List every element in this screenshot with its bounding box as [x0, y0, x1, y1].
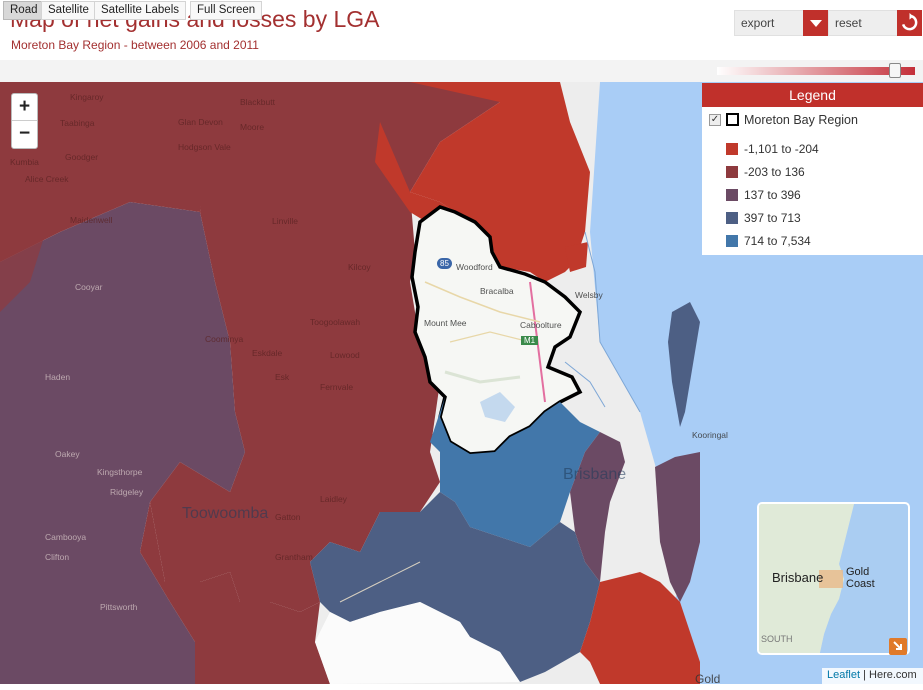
map-label: Ridgeley [110, 487, 144, 497]
map-label: Mount Mee [424, 318, 467, 328]
reset-label: reset [835, 16, 862, 30]
export-label: export [741, 16, 775, 30]
legend-swatch [726, 166, 738, 178]
minimap-coast-label: Gold Coast [846, 566, 875, 590]
map-label: Hodgson Vale [178, 142, 231, 152]
map-label: Kilcoy [348, 262, 371, 272]
legend-swatch [726, 235, 738, 247]
map-label: Eskdale [252, 348, 283, 358]
legend-title: Legend [702, 83, 923, 107]
provider-label: Here.com [869, 669, 917, 681]
zoom-out-button[interactable]: − [18, 123, 31, 144]
map-label: Glan Devon [178, 117, 223, 127]
legend-swatch [726, 143, 738, 155]
legend-swatch [726, 189, 738, 201]
region-checkbox[interactable]: ✓ [709, 114, 721, 126]
reset-button[interactable] [897, 10, 922, 36]
map-label: Esk [275, 372, 290, 382]
zoom-control: + − [11, 93, 38, 149]
chevron-down-icon [810, 20, 822, 27]
opacity-slider-handle[interactable] [889, 63, 901, 78]
map-label: Clifton [45, 552, 70, 562]
map-label: Laidley [320, 494, 347, 504]
attribution-separator: | [860, 669, 870, 681]
map-city-label: Brisbane [563, 466, 627, 483]
map-label: Linville [272, 216, 298, 226]
map-label: Taabinga [60, 118, 95, 128]
region-outline-swatch [726, 113, 739, 126]
map-label: Cambooya [45, 532, 87, 542]
map-city-label: Toowoomba [182, 505, 269, 522]
map-label: Kingaroy [70, 92, 104, 102]
overview-minimap[interactable]: Brisbane Gold Coast SOUTH [757, 502, 910, 655]
map-label: Lowood [330, 350, 360, 360]
minimap-land [759, 504, 854, 653]
legend-item-label: -1,101 to -204 [744, 142, 819, 156]
arrow-down-right-icon [893, 641, 902, 650]
map-label: Bracalba [480, 286, 514, 296]
minimap-toggle-button[interactable] [889, 638, 907, 655]
map-label: Toogoolawah [310, 317, 361, 327]
reset-select[interactable]: reset [828, 10, 898, 36]
page-subtitle: Moreton Bay Region - between 2006 and 20… [11, 38, 259, 52]
map-label: Grantham [275, 552, 313, 562]
legend-panel: Legend ✓ Moreton Bay Region -1,101 to -2… [702, 83, 923, 255]
map-view[interactable]: Kingaroy Taabinga Kumbia Goodger Alice C… [0, 82, 923, 684]
map-label: Fernvale [320, 382, 354, 392]
map-label: Gold [695, 672, 721, 684]
map-label: Moore [240, 122, 265, 132]
map-label: Pittsworth [100, 602, 138, 612]
export-dropdown-button[interactable] [803, 10, 828, 36]
map-toolbar [0, 60, 923, 82]
zoom-in-button[interactable]: + [12, 94, 37, 121]
full-screen-button[interactable]: Full Screen [190, 1, 263, 20]
map-label: Blackbutt [240, 97, 275, 107]
map-label: Kingsthorpe [97, 467, 143, 477]
map-label: Woodford [456, 262, 493, 272]
legend-item-label: 137 to 396 [744, 188, 801, 202]
map-label: Welsby [575, 290, 603, 300]
map-label: Haden [45, 372, 71, 382]
export-select[interactable]: export [734, 10, 804, 36]
legend-item-label: -203 to 136 [744, 165, 805, 179]
legend-swatch [726, 212, 738, 224]
road-layer-button[interactable]: Road [3, 1, 45, 20]
map-label: Kumbia [10, 157, 39, 167]
legend-item-label: 714 to 7,534 [744, 234, 811, 248]
highway-shield-icon: 85 [437, 258, 452, 269]
satellite-layer-button[interactable]: Satellite [41, 1, 96, 20]
map-label: Kooringal [692, 430, 728, 440]
map-label: Alice Creek [25, 174, 69, 184]
minimap-city-label: Brisbane [772, 570, 824, 585]
minimap-corner-label: SOUTH [761, 634, 793, 644]
map-label: Goodger [65, 152, 99, 162]
bottom-bar [0, 684, 923, 690]
map-label: Coominya [205, 334, 244, 344]
map-label: Caboolture [520, 320, 562, 330]
motorway-shield-icon: M1 [521, 336, 539, 345]
region-label: Moreton Bay Region [744, 113, 858, 127]
opacity-slider[interactable] [717, 67, 915, 75]
map-label: Gatton [275, 512, 301, 522]
choropleth-layer [0, 82, 700, 684]
map-label: Oakey [55, 449, 80, 459]
legend-item-label: 397 to 713 [744, 211, 801, 225]
map-attribution: Leaflet | Here.com [822, 668, 923, 684]
map-label: Cooyar [75, 282, 103, 292]
leaflet-link[interactable]: Leaflet [827, 669, 861, 681]
refresh-icon [901, 13, 918, 31]
map-label: Maidenwell [70, 215, 113, 225]
satellite-labels-button[interactable]: Satellite Labels [94, 1, 186, 20]
